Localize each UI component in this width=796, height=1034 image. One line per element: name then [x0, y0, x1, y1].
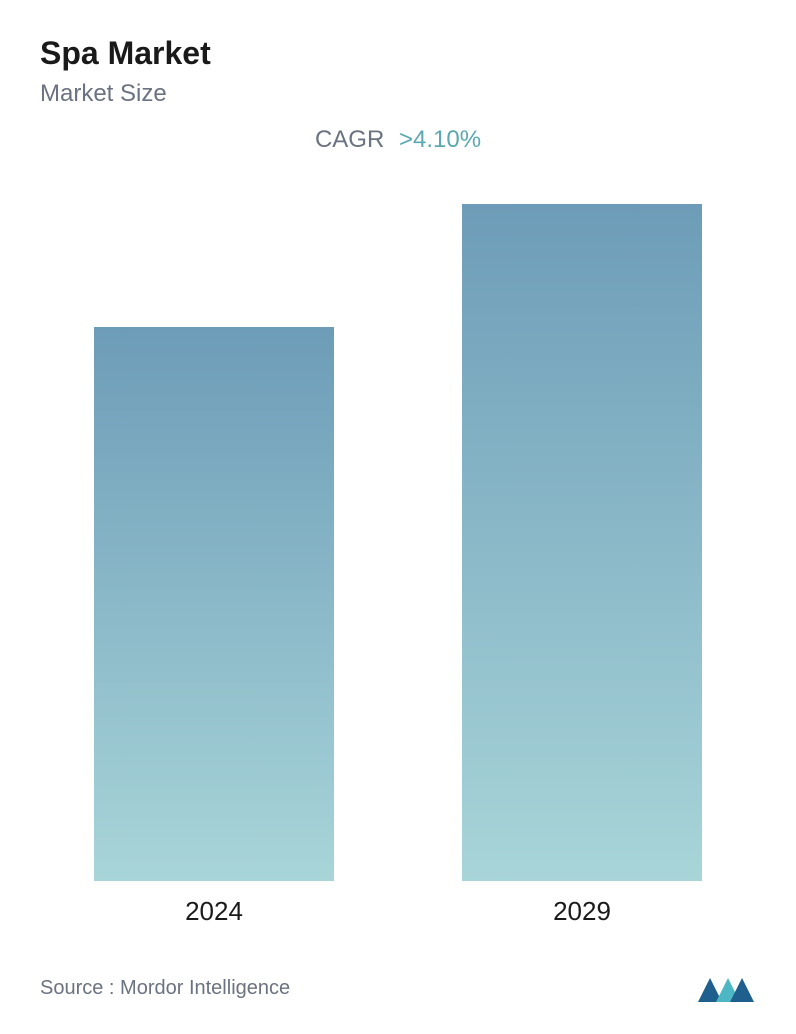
bar-group: 2024 [70, 174, 358, 927]
bar-label: 2024 [185, 896, 243, 927]
cagr-row: CAGR >4.10% [40, 126, 756, 154]
cagr-label: CAGR [315, 126, 384, 153]
chart-subtitle: Market Size [40, 80, 756, 108]
mordor-logo-icon [696, 972, 756, 1004]
chart-container: Spa Market Market Size CAGR >4.10% 20242… [0, 0, 796, 1034]
bar-label: 2029 [553, 896, 611, 927]
cagr-value: 4.10% [413, 126, 481, 153]
bar [94, 327, 334, 881]
cagr-operator: > [399, 126, 413, 153]
bar-group: 2029 [438, 174, 726, 927]
chart-title: Spa Market [40, 35, 756, 72]
chart-area: 2024 2029 [40, 174, 756, 947]
source-text: Source : Mordor Intelligence [40, 977, 290, 1000]
bar [462, 204, 702, 881]
footer: Source : Mordor Intelligence [40, 947, 756, 1004]
